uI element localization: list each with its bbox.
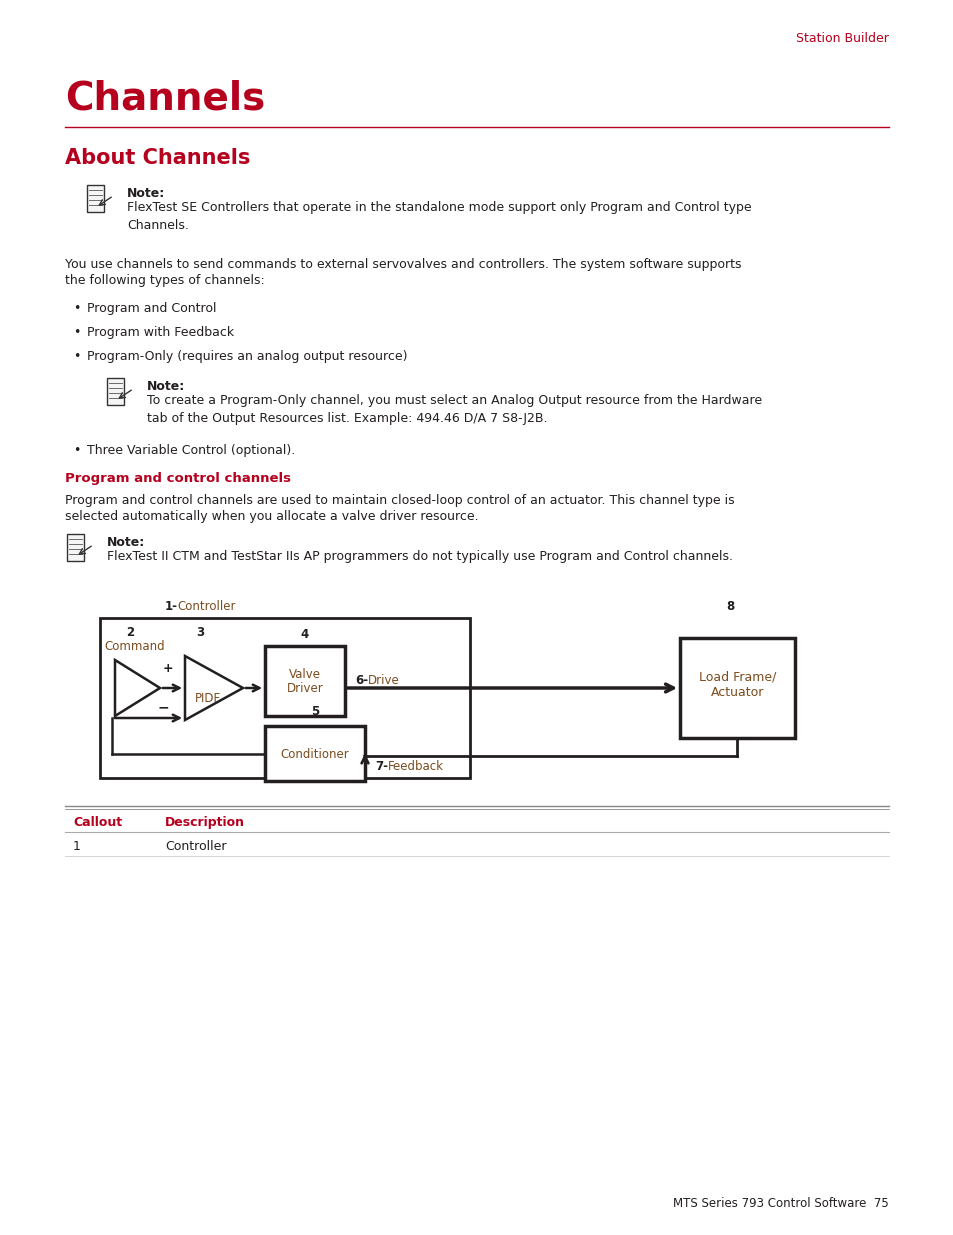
Text: •: • (73, 326, 80, 338)
Text: Conditioner: Conditioner (280, 748, 349, 761)
Bar (100, 618, 470, 778)
Bar (265, 726, 365, 781)
Text: 1-: 1- (165, 600, 178, 613)
Text: PIDF: PIDF (194, 692, 221, 705)
Text: Load Frame/: Load Frame/ (699, 671, 776, 684)
Text: Note:: Note: (127, 186, 165, 200)
Bar (107, 378, 124, 405)
Text: the following types of channels:: the following types of channels: (65, 274, 265, 287)
Text: Program and control channels: Program and control channels (65, 472, 291, 485)
Text: 8: 8 (725, 600, 734, 613)
Text: −: − (158, 700, 170, 714)
Bar (87, 185, 104, 211)
Text: Command: Command (105, 640, 165, 653)
Polygon shape (185, 656, 243, 720)
Text: Controller: Controller (165, 840, 226, 853)
Text: Description: Description (165, 816, 245, 829)
Text: About Channels: About Channels (65, 148, 250, 168)
Text: You use channels to send commands to external servovalves and controllers. The s: You use channels to send commands to ext… (65, 258, 740, 270)
Text: FlexTest II CTM and TestStar IIs AP programmers do not typically use Program and: FlexTest II CTM and TestStar IIs AP prog… (107, 550, 732, 563)
Text: 1: 1 (73, 840, 81, 853)
Text: •: • (73, 445, 80, 457)
Text: Callout: Callout (73, 816, 122, 829)
Text: Valve: Valve (289, 668, 320, 680)
Text: Actuator: Actuator (710, 685, 763, 699)
Text: selected automatically when you allocate a valve driver resource.: selected automatically when you allocate… (65, 510, 478, 522)
Text: 6-: 6- (355, 674, 368, 687)
Text: Driver: Driver (286, 682, 323, 695)
Text: 3: 3 (195, 626, 204, 638)
Text: 5: 5 (311, 705, 319, 718)
Text: Program with Feedback: Program with Feedback (87, 326, 233, 338)
Text: •: • (73, 350, 80, 363)
Bar (679, 638, 794, 739)
Text: Program-Only (requires an analog output resource): Program-Only (requires an analog output … (87, 350, 407, 363)
Text: Program and control channels are used to maintain closed-loop control of an actu: Program and control channels are used to… (65, 494, 734, 508)
Text: •: • (73, 303, 80, 315)
Text: 4: 4 (300, 629, 309, 641)
Text: To create a Program-Only channel, you must select an Analog Output resource from: To create a Program-Only channel, you mu… (147, 394, 761, 425)
Text: MTS Series 793 Control Software  75: MTS Series 793 Control Software 75 (673, 1197, 888, 1210)
Text: 7-: 7- (375, 760, 388, 773)
Text: Controller: Controller (177, 600, 235, 613)
Text: Drive: Drive (368, 674, 399, 687)
Text: +: + (163, 662, 173, 676)
Text: FlexTest SE Controllers that operate in the standalone mode support only Program: FlexTest SE Controllers that operate in … (127, 201, 751, 232)
Text: Program and Control: Program and Control (87, 303, 216, 315)
Text: Channels: Channels (65, 80, 265, 119)
Bar (265, 646, 345, 716)
Text: Station Builder: Station Builder (796, 32, 888, 44)
Text: Note:: Note: (107, 536, 145, 550)
Bar (67, 534, 84, 561)
Polygon shape (115, 659, 160, 716)
Text: Three Variable Control (optional).: Three Variable Control (optional). (87, 445, 294, 457)
Text: Note:: Note: (147, 380, 185, 393)
Text: Feedback: Feedback (388, 760, 443, 773)
Text: 2: 2 (126, 626, 134, 638)
